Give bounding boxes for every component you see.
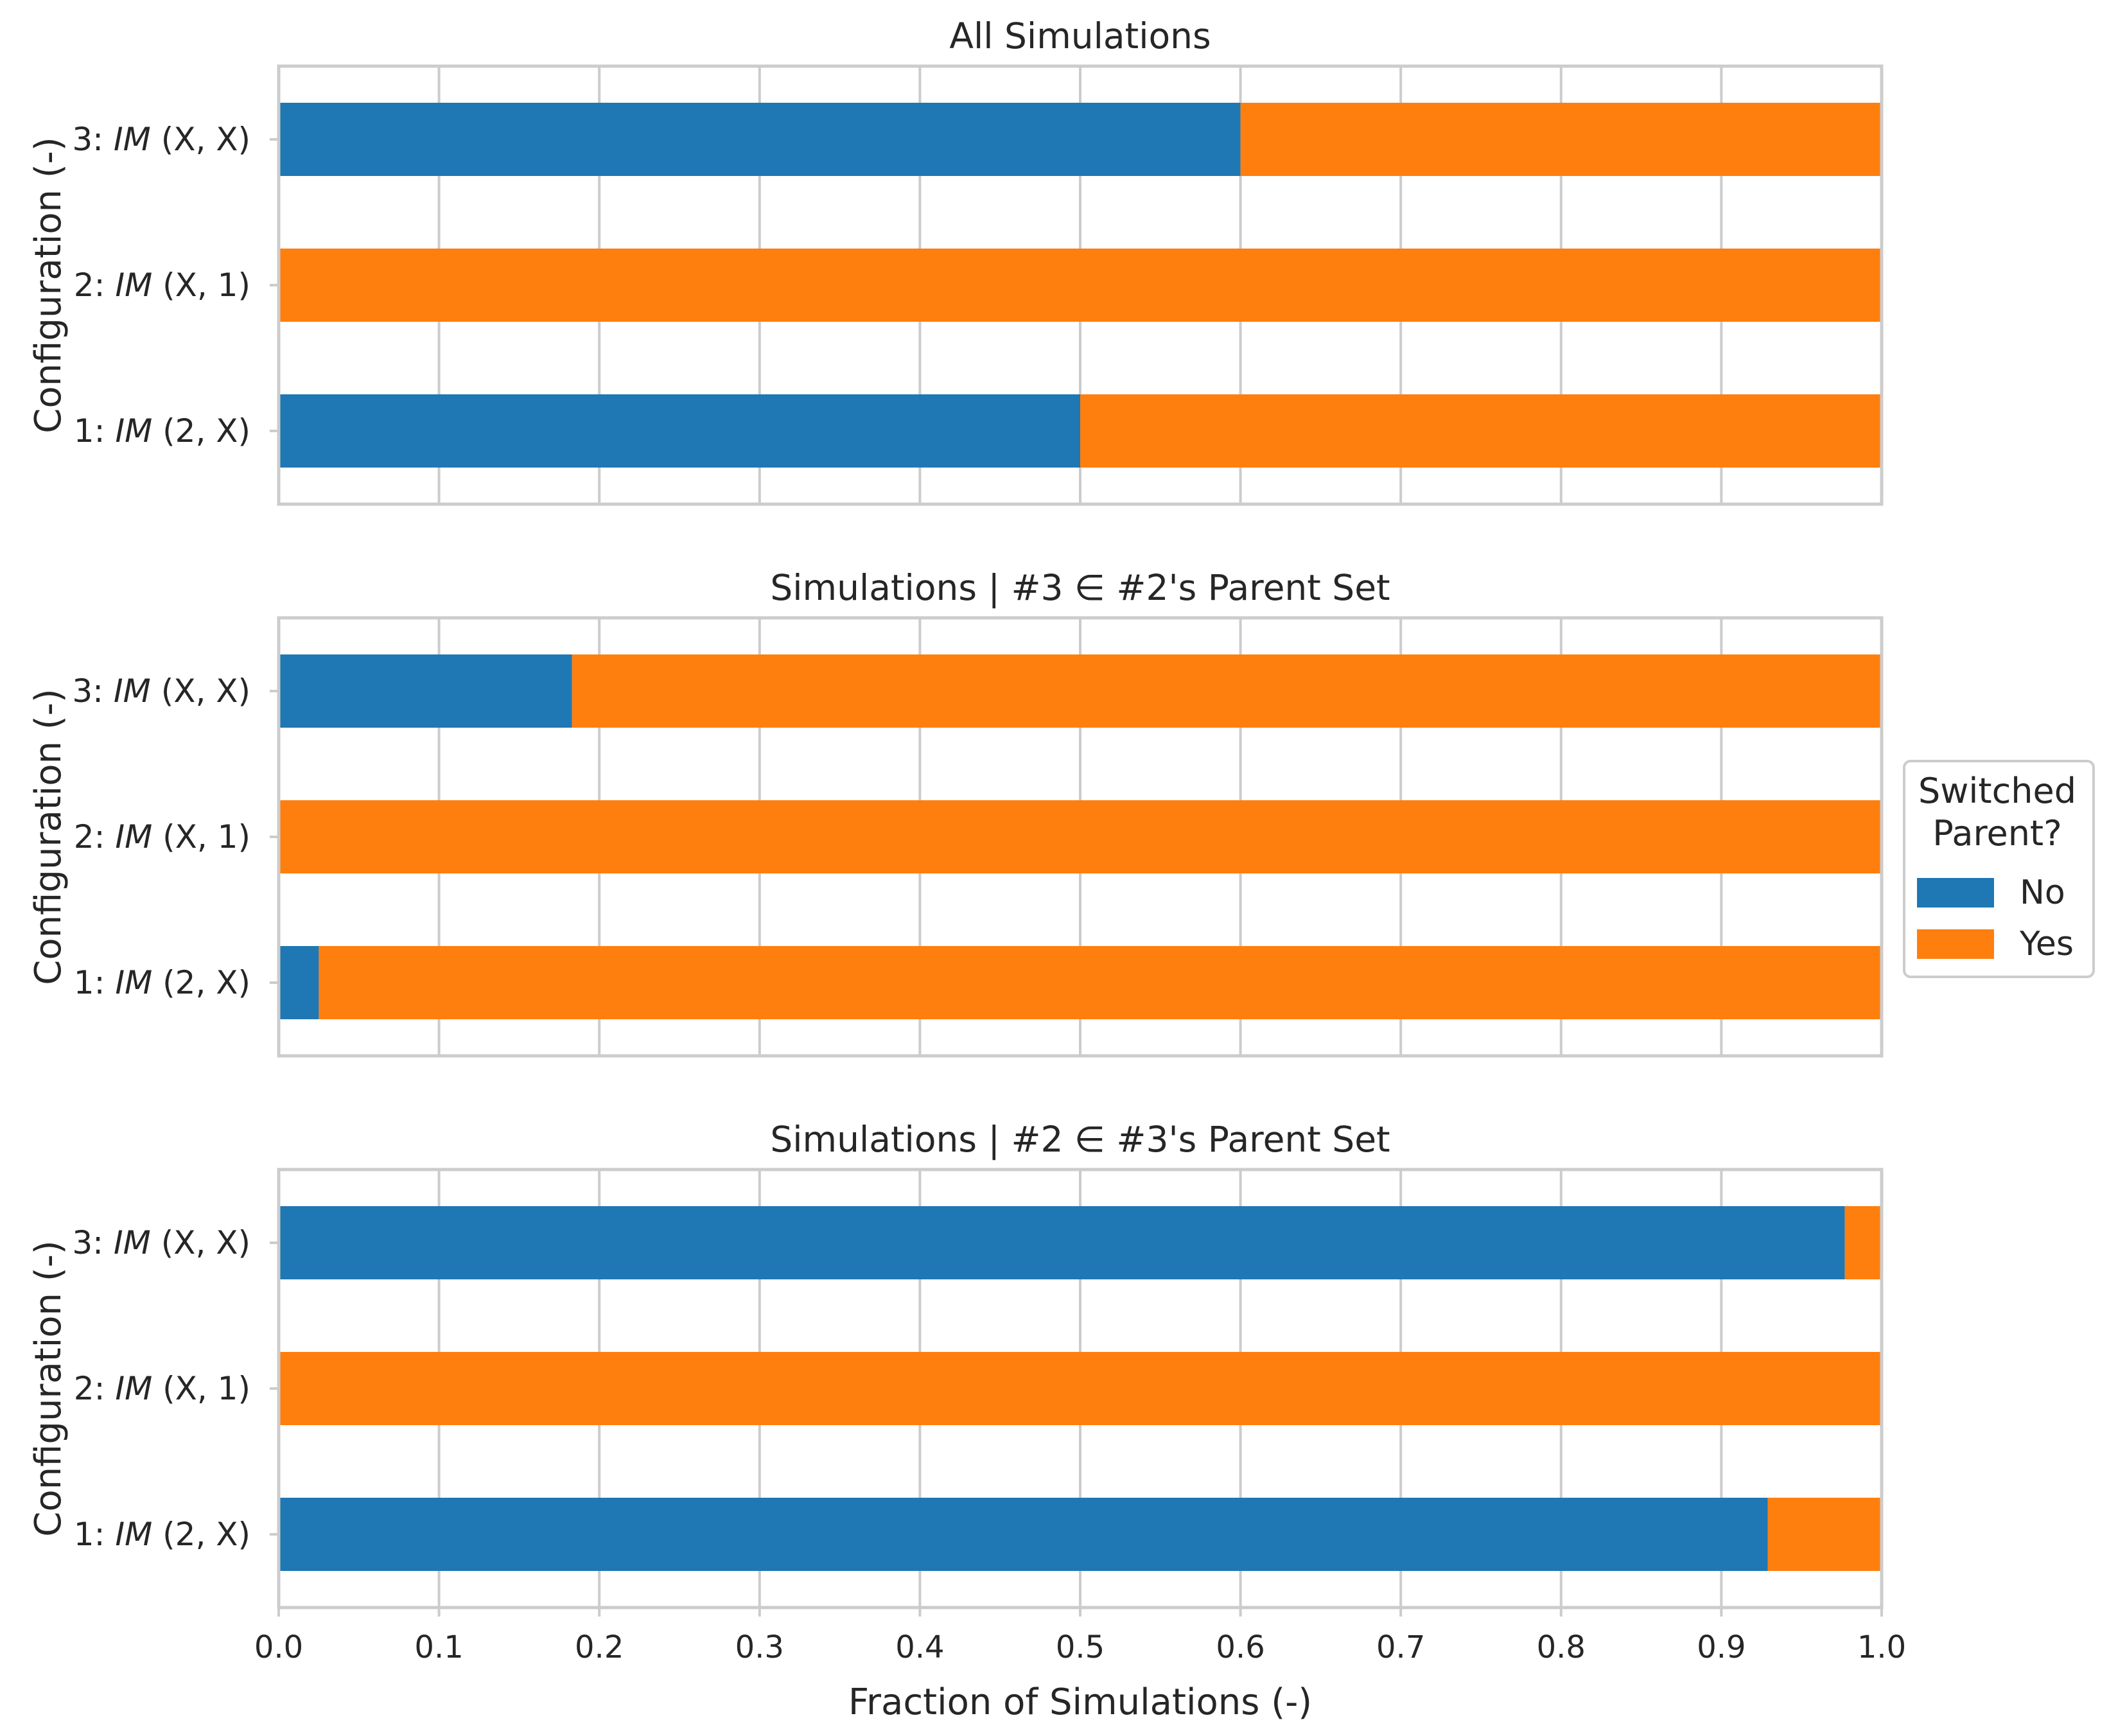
y-tick-label-italic: IM bbox=[115, 818, 152, 855]
y-tick-label: 1: IM (2, X) bbox=[74, 964, 250, 1001]
x-tick-label: 0.1 bbox=[414, 1629, 463, 1665]
legend-label-yes: Yes bbox=[2019, 925, 2074, 963]
y-tick-label-prefix: 2: bbox=[74, 267, 116, 304]
y-axis-label: Configuration (-) bbox=[28, 688, 69, 985]
y-tick-label-suffix: (X, 1) bbox=[152, 1370, 250, 1407]
y-tick-label: 2: IM (X, 1) bbox=[74, 818, 250, 855]
y-tick-label-prefix: 2: bbox=[74, 818, 116, 855]
legend-swatch-yes bbox=[1917, 929, 1994, 959]
bar-no bbox=[279, 654, 572, 728]
bar-yes bbox=[1844, 1206, 1882, 1279]
y-tick-label-prefix: 1: bbox=[74, 412, 116, 450]
bar-yes bbox=[279, 1352, 1882, 1425]
legend-label-no: No bbox=[2020, 873, 2065, 912]
x-tick-label: 0.8 bbox=[1537, 1629, 1586, 1665]
y-tick-label-suffix: (X, X) bbox=[151, 1224, 250, 1261]
y-tick-label-suffix: (2, X) bbox=[152, 412, 250, 450]
x-tick-label: 0.2 bbox=[575, 1629, 624, 1665]
y-tick-label: 1: IM (2, X) bbox=[74, 412, 250, 450]
legend-title: Switched bbox=[1918, 771, 2076, 811]
legend-box bbox=[1903, 760, 2095, 978]
x-tick-label: 0.5 bbox=[1056, 1629, 1105, 1665]
legend-swatch-no bbox=[1917, 878, 1994, 907]
y-tick-label-prefix: 3: bbox=[72, 672, 114, 710]
y-tick-label: 1: IM (2, X) bbox=[74, 1516, 250, 1553]
bar-yes bbox=[319, 946, 1882, 1019]
panel-title: All Simulations bbox=[949, 15, 1211, 57]
y-tick-label-italic: IM bbox=[115, 1516, 152, 1553]
bar-no bbox=[279, 1206, 1845, 1279]
y-tick-label-prefix: 3: bbox=[72, 1224, 114, 1261]
x-tick-label: 0.0 bbox=[254, 1629, 303, 1665]
panel-frame bbox=[277, 616, 1884, 1058]
bar-no bbox=[279, 394, 1080, 468]
x-tick-label: 0.6 bbox=[1216, 1629, 1265, 1665]
y-tick-label-suffix: (2, X) bbox=[152, 964, 250, 1001]
x-tick-label: 0.3 bbox=[735, 1629, 784, 1665]
y-tick-label-prefix: 1: bbox=[74, 964, 116, 1001]
bar-yes bbox=[1080, 394, 1882, 468]
y-tick-label-prefix: 2: bbox=[74, 1370, 116, 1407]
y-tick-label: 3: IM (X, X) bbox=[72, 121, 250, 158]
bar-yes bbox=[1240, 103, 1882, 176]
y-tick-label: 3: IM (X, X) bbox=[72, 1224, 250, 1261]
y-tick-label-suffix: (X, 1) bbox=[152, 818, 250, 855]
panel-frame bbox=[277, 64, 1884, 506]
bar-yes bbox=[1767, 1498, 1882, 1571]
y-tick-label: 2: IM (X, 1) bbox=[74, 267, 250, 304]
y-axis-label: Configuration (-) bbox=[28, 1240, 69, 1536]
y-tick-label-italic: IM bbox=[114, 672, 151, 710]
y-axis-label: Configuration (-) bbox=[28, 137, 69, 433]
y-tick-label-suffix: (X, 1) bbox=[152, 267, 250, 304]
y-tick-label: 2: IM (X, 1) bbox=[74, 1370, 250, 1407]
y-tick-label-suffix: (2, X) bbox=[152, 1516, 250, 1553]
bar-no bbox=[279, 103, 1241, 176]
bar-yes bbox=[279, 249, 1882, 322]
x-tick-label: 0.4 bbox=[895, 1629, 944, 1665]
x-tick-label: 0.7 bbox=[1376, 1629, 1425, 1665]
bar-no bbox=[279, 946, 319, 1019]
y-tick-label-italic: IM bbox=[115, 1370, 152, 1407]
x-axis-label: Fraction of Simulations (-) bbox=[848, 1681, 1312, 1723]
legend-title: Parent? bbox=[1932, 813, 2062, 854]
x-tick-label: 1.0 bbox=[1857, 1629, 1906, 1665]
panel-title: Simulations | #3 ∈ #2's Parent Set bbox=[770, 567, 1390, 609]
y-tick-label-prefix: 1: bbox=[74, 1516, 116, 1553]
bar-no bbox=[279, 1498, 1768, 1571]
y-tick-label-suffix: (X, X) bbox=[151, 121, 250, 158]
y-tick-label-italic: IM bbox=[114, 1224, 151, 1261]
bar-yes bbox=[572, 654, 1882, 728]
y-tick-label-italic: IM bbox=[114, 121, 151, 158]
y-tick-label-italic: IM bbox=[115, 964, 152, 1001]
panel-title: Simulations | #2 ∈ #3's Parent Set bbox=[770, 1119, 1390, 1161]
y-tick-label-italic: IM bbox=[115, 267, 152, 304]
y-tick-label-suffix: (X, X) bbox=[151, 672, 250, 710]
y-tick-label: 3: IM (X, X) bbox=[72, 672, 250, 710]
y-tick-label-prefix: 3: bbox=[72, 121, 114, 158]
bar-yes bbox=[279, 800, 1882, 873]
x-tick-label: 0.9 bbox=[1697, 1629, 1746, 1665]
y-tick-label-italic: IM bbox=[115, 412, 152, 450]
